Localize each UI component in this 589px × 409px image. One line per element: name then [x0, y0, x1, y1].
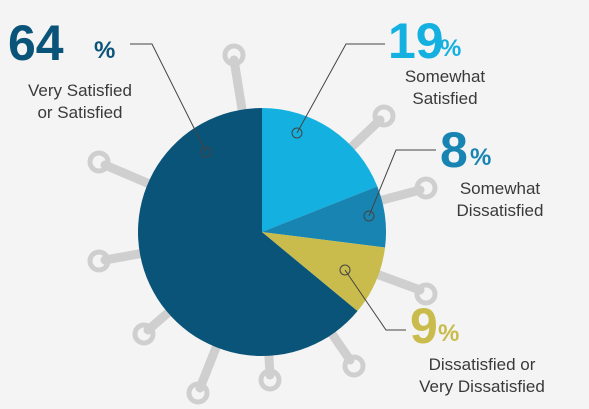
labels: 64 % Very Satisfied or Satisfied 19% Somewhat…: [8, 13, 545, 396]
category-label: Dissatisfied: [457, 201, 544, 220]
value-label: 64: [8, 15, 64, 71]
leader-dot: [200, 146, 212, 158]
category-label: Somewhat: [460, 179, 541, 198]
pie-slice: [138, 108, 358, 356]
category-label: Very Satisfied: [28, 81, 132, 100]
pie-slice: [262, 232, 386, 312]
category-label: Somewhat: [405, 67, 486, 86]
leader-line: [344, 269, 406, 331]
leader-dot: [339, 264, 351, 276]
leader-dot: [291, 127, 303, 139]
value-label: 9: [410, 298, 438, 354]
category-label: Very Dissatisfied: [419, 377, 545, 396]
leader-line: [130, 43, 207, 153]
unit-label: %: [440, 35, 461, 62]
unit-label: %: [438, 320, 459, 347]
pie-slice: [262, 186, 386, 248]
value-label: 19: [388, 13, 444, 69]
pie: [138, 108, 386, 356]
leader-line: [296, 43, 385, 134]
unit-label: %: [470, 144, 491, 171]
value-label: 8: [440, 122, 468, 178]
leader-line: [368, 149, 436, 217]
unit-label: %: [94, 37, 115, 64]
category-label: Dissatisfied or: [429, 355, 536, 374]
category-label: Satisfied: [412, 89, 477, 108]
leader-dot: [363, 210, 375, 222]
category-label: or Satisfied: [37, 103, 122, 122]
pie-slice: [262, 108, 378, 232]
